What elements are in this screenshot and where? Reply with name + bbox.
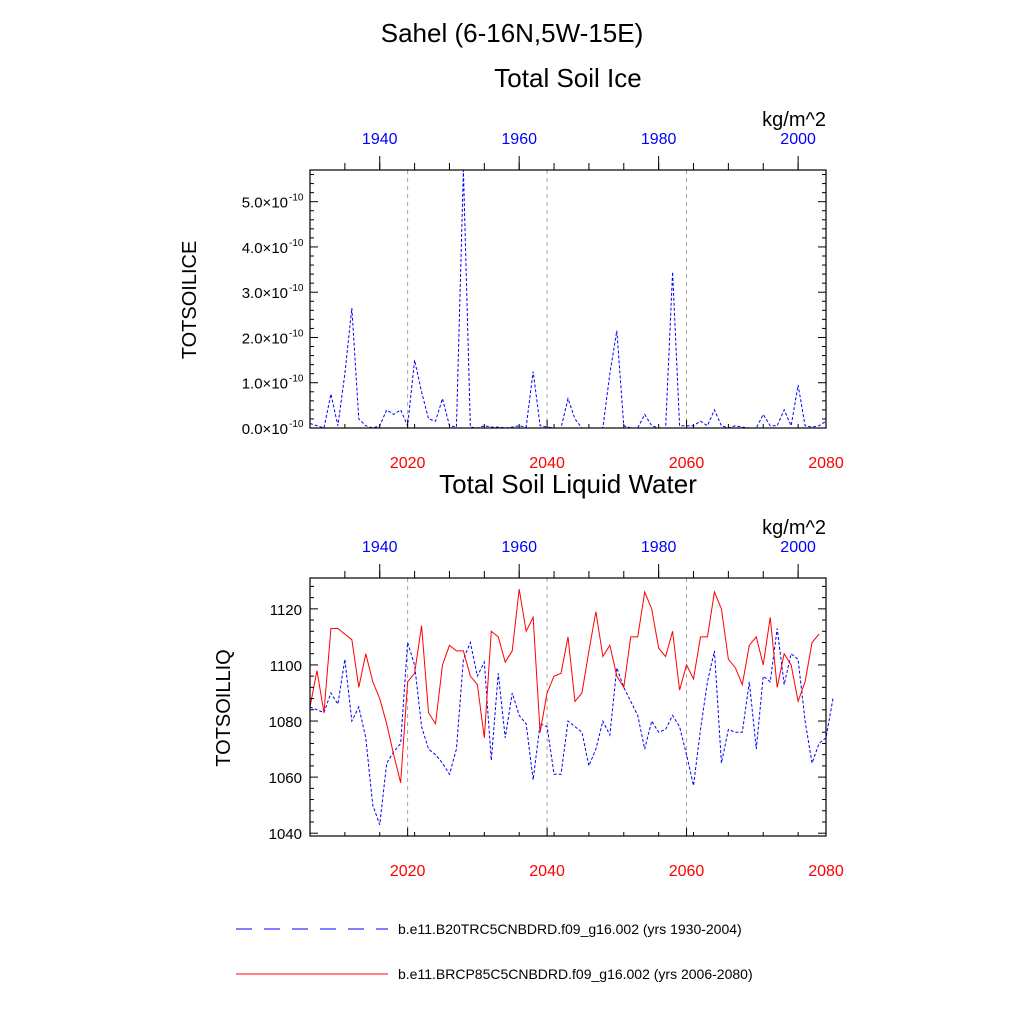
x-tick-label-bottom: 2020	[390, 455, 426, 472]
x-tick-label-top: 1960	[501, 131, 537, 148]
y-tick-label: 1060	[269, 770, 302, 787]
plot-series	[309, 169, 827, 429]
y-tick-exponent: -10	[289, 283, 304, 294]
y-tick-label: 1080	[269, 714, 302, 731]
legend: b.e11.B20TRC5CNBDRD.f09_g16.002 (yrs 193…	[236, 921, 753, 982]
legend-label-rcp85: b.e11.BRCP85C5CNBDRD.f09_g16.002 (yrs 20…	[398, 966, 753, 982]
y-tick-label: 1100	[270, 658, 302, 675]
x-tick-label-top: 2000	[780, 539, 816, 556]
x-tick-label-bottom: 2060	[669, 863, 705, 880]
y-tick-label: 1040	[269, 826, 302, 843]
y-tick-exponent: -10	[289, 193, 304, 204]
y-tick-label: 1120	[270, 602, 302, 619]
x-axis-bottom: 2020 2040 2060 2080	[309, 828, 844, 880]
x-axis-bottom: 2020 2040 2060 2080	[309, 420, 844, 472]
y-axis: 1040 1060 1080 1100 1120	[269, 585, 826, 843]
x-tick-label-bottom: 2080	[808, 455, 844, 472]
x-tick-label-top: 1960	[501, 539, 537, 556]
units-label: kg/m^2	[762, 109, 826, 131]
grid	[407, 578, 688, 836]
panel-title: Total Soil Liquid Water	[439, 469, 697, 499]
x-tick-label-top: 1980	[641, 131, 677, 148]
legend-label-historical: b.e11.B20TRC5CNBDRD.f09_g16.002 (yrs 193…	[398, 921, 742, 937]
x-tick-label-bottom: 2080	[808, 863, 844, 880]
y-tick-label: 5.0×10	[242, 195, 288, 212]
y-axis: 0.0×10 -101.0×10 -102.0×10 -103.0×10 -104.0×…	[242, 174, 826, 438]
y-tick-exponent: -10	[289, 238, 304, 249]
series-line-historical	[309, 169, 827, 429]
y-tick-exponent: -10	[289, 374, 304, 385]
series-line-historical	[309, 628, 834, 825]
x-tick-label-top: 1980	[641, 539, 677, 556]
x-axis-top: 1940 1960 1980 2000	[344, 539, 816, 578]
x-tick-label-bottom: 2040	[529, 863, 565, 880]
series-line-rcp85	[309, 589, 820, 783]
plot-frame	[309, 169, 827, 429]
x-tick-label-top: 2000	[780, 131, 816, 148]
x-tick-label-top: 1940	[362, 539, 398, 556]
plot-frame	[309, 577, 827, 837]
y-tick-exponent: -10	[289, 419, 304, 430]
plot-series	[309, 589, 834, 825]
figure-title: Sahel (6-16N,5W-15E)	[381, 18, 644, 48]
y-tick-label: 4.0×10	[242, 240, 288, 257]
x-tick-label-top: 1940	[362, 131, 398, 148]
panel-soil-ice: Total Soil Ice kg/m^2 TOTSOILICE 0.0×10-…	[179, 63, 844, 472]
x-tick-label-bottom: 2060	[669, 455, 705, 472]
grid	[407, 170, 688, 428]
y-tick-exponent: -10	[289, 328, 304, 339]
x-tick-label-bottom: 2020	[390, 863, 426, 880]
y-tick-label: 2.0×10	[242, 330, 288, 347]
units-label: kg/m^2	[762, 517, 826, 539]
y-tick-label: 3.0×10	[242, 285, 288, 302]
y-tick-label: 1.0×10	[242, 376, 288, 393]
panel-title: Total Soil Ice	[494, 63, 641, 93]
panel-soil-liquid: Total Soil Liquid Water kg/m^2 TOTSOILLI…	[213, 469, 844, 880]
x-axis-top: 1940 1960 1980 2000	[344, 131, 816, 170]
y-axis-label: TOTSOILICE	[179, 241, 201, 360]
x-tick-label-bottom: 2040	[529, 455, 565, 472]
y-axis-label: TOTSOILLIQ	[213, 649, 235, 766]
y-tick-label: 0.0×10	[242, 421, 288, 438]
